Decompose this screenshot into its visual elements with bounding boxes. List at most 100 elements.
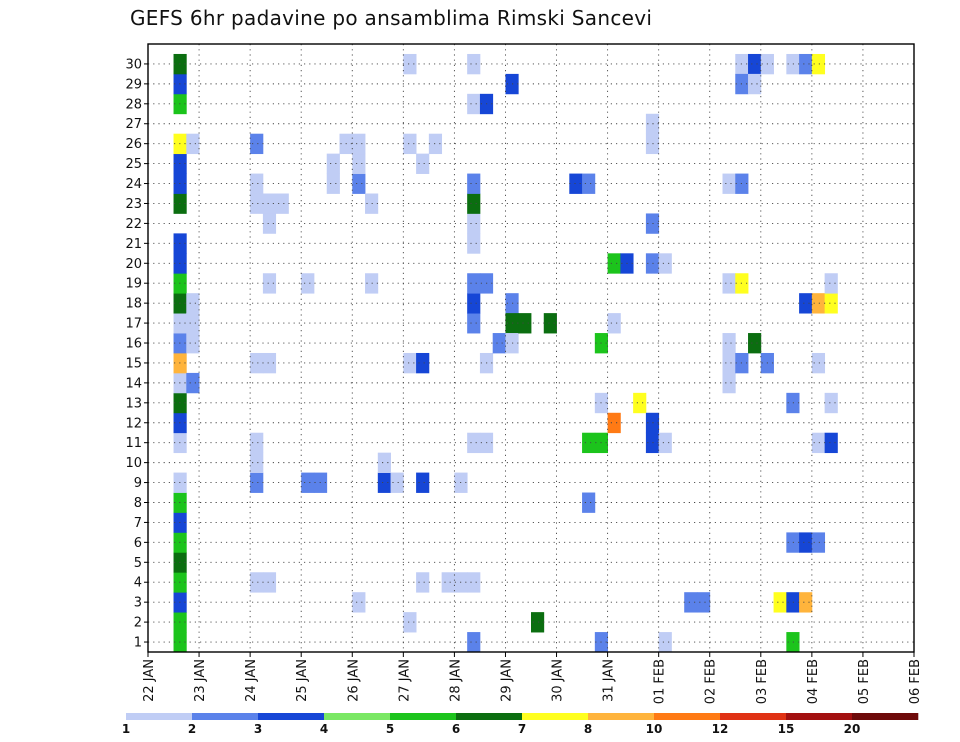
y-tick-label: 16 xyxy=(125,337,142,352)
heatmap-cell xyxy=(467,313,481,334)
y-tick-label: 17 xyxy=(125,317,142,332)
colorbar-swatch xyxy=(522,713,589,720)
y-tick-label: 8 xyxy=(134,496,142,511)
heatmap-cell xyxy=(390,472,404,493)
heatmap-cell xyxy=(250,352,264,374)
heatmap-cell xyxy=(186,133,200,155)
heatmap-cell xyxy=(250,193,264,214)
heatmap-cell xyxy=(633,392,647,414)
heatmap-cell xyxy=(467,293,481,314)
colorbar-label: 7 xyxy=(518,722,526,736)
heatmap-cell xyxy=(467,273,481,294)
heatmap-cell xyxy=(262,273,277,294)
colorbar-label: 2 xyxy=(188,722,196,736)
heatmap-cell xyxy=(352,133,366,155)
heatmap-cell xyxy=(607,253,621,274)
colorbar-swatch xyxy=(456,713,523,720)
heatmap-cell xyxy=(301,472,315,493)
x-tick-label: 28 JAN xyxy=(448,659,463,702)
heatmap-cell xyxy=(722,372,736,394)
heatmap-cell xyxy=(582,173,596,194)
x-tick-label: 27 JAN xyxy=(397,659,412,702)
y-tick-label: 24 xyxy=(125,177,142,192)
heatmap-cell xyxy=(467,93,481,115)
y-tick-label: 30 xyxy=(125,57,142,72)
colorbar-swatch xyxy=(654,713,721,720)
colorbar-label: 12 xyxy=(712,722,729,736)
heatmap-cell xyxy=(658,632,672,653)
heatmap-cell xyxy=(582,492,596,513)
heatmap-cell xyxy=(352,173,366,194)
heatmap-cell xyxy=(186,293,200,314)
heatmap-cell xyxy=(531,612,545,633)
colorbar-swatch xyxy=(390,713,457,720)
colorbar-swatch xyxy=(192,713,259,720)
heatmap-cell xyxy=(799,53,813,75)
colorbar-swatch xyxy=(324,713,391,720)
heatmap-cell xyxy=(811,293,826,314)
heatmap-cell xyxy=(722,273,736,294)
heatmap-cell xyxy=(467,572,481,593)
x-tick-label: 31 JAN xyxy=(602,659,617,702)
heatmap-cell xyxy=(811,532,826,553)
heatmap-cell xyxy=(250,432,264,454)
heatmap-cell xyxy=(301,273,315,294)
heatmap-cell xyxy=(518,313,532,334)
y-tick-label: 20 xyxy=(125,257,142,272)
colorbar-swatch xyxy=(720,713,787,720)
heatmap-cell xyxy=(799,592,813,613)
x-tick-label: 26 JAN xyxy=(346,659,361,702)
colorbar-label: 5 xyxy=(386,722,394,736)
y-axis: 1234567891011121314151617181920212223242… xyxy=(125,57,148,651)
y-tick-label: 25 xyxy=(125,157,142,172)
x-tick-label: 03 FEB xyxy=(755,659,770,704)
colorbar-label: 8 xyxy=(584,722,592,736)
heatmap-cell xyxy=(326,173,340,194)
heatmap-cell xyxy=(722,352,736,374)
y-tick-label: 10 xyxy=(125,456,142,471)
y-tick-label: 21 xyxy=(125,237,142,252)
x-tick-label: 02 FEB xyxy=(704,659,719,704)
y-tick-label: 3 xyxy=(134,596,142,611)
heatmap-cell xyxy=(569,173,583,194)
heatmap-cell xyxy=(607,313,621,334)
heatmap-cell xyxy=(722,333,736,354)
colorbar-swatch xyxy=(258,713,325,720)
heatmap-cell xyxy=(467,53,481,75)
x-tick-label: 23 JAN xyxy=(193,659,208,702)
heatmap-cell xyxy=(186,372,200,394)
colorbar-swatch xyxy=(588,713,655,720)
y-tick-label: 7 xyxy=(134,516,142,531)
heatmap-cell xyxy=(262,572,277,593)
heatmap-cell xyxy=(250,472,264,493)
heatmap-cell xyxy=(824,273,838,294)
colorbar-swatch xyxy=(786,713,853,720)
y-tick-label: 1 xyxy=(134,636,142,651)
y-tick-label: 29 xyxy=(125,77,142,92)
heatmap-cell xyxy=(186,333,200,354)
x-tick-label: 24 JAN xyxy=(244,659,259,702)
colorbar-label: 3 xyxy=(254,722,262,736)
heatmap-cell xyxy=(607,412,621,434)
colorbar-swatch xyxy=(126,713,193,720)
heatmap-cell xyxy=(250,452,264,473)
heatmap-cell xyxy=(262,213,277,234)
heatmap-cell xyxy=(416,153,430,174)
heatmap-cell xyxy=(377,472,391,493)
heatmap-cell xyxy=(250,173,264,194)
colorbar: 1 2 3 4 5 6 7 8 10 12 15 20 xyxy=(122,713,919,736)
colorbar-label: 15 xyxy=(778,722,795,736)
y-tick-label: 15 xyxy=(125,356,142,371)
y-tick-label: 26 xyxy=(125,137,142,152)
heatmap-cell xyxy=(722,173,736,194)
x-tick-label: 06 FEB xyxy=(908,659,923,704)
heatmap-cell xyxy=(250,572,264,593)
x-tick-label: 22 JAN xyxy=(142,659,157,702)
y-tick-label: 28 xyxy=(125,97,142,112)
plot-frame xyxy=(147,43,915,653)
y-tick-label: 14 xyxy=(125,376,142,391)
colorbar-label: 6 xyxy=(452,722,460,736)
y-tick-label: 18 xyxy=(125,297,142,312)
colorbar-swatch xyxy=(852,713,919,720)
heatmap-cell xyxy=(377,452,391,473)
